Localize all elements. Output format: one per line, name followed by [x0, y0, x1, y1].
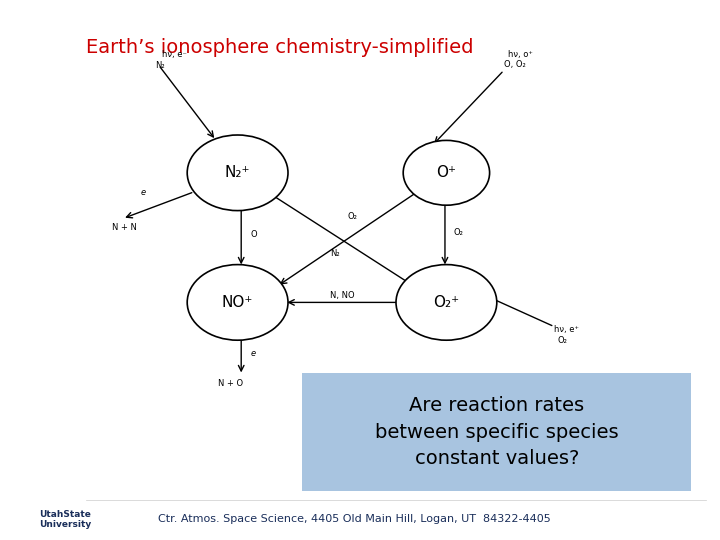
Text: N₂⁺: N₂⁺: [225, 165, 251, 180]
Text: e: e: [140, 188, 145, 198]
Text: NO⁺: NO⁺: [222, 295, 253, 310]
Text: hν, e⁻: hν, e⁻: [162, 50, 187, 59]
Text: UtahState
University: UtahState University: [40, 510, 92, 529]
Text: O₂: O₂: [348, 212, 358, 221]
Text: e: e: [251, 349, 256, 359]
Text: Earth’s ionosphere chemistry-simplified: Earth’s ionosphere chemistry-simplified: [86, 38, 474, 57]
Circle shape: [187, 265, 288, 340]
Text: N + O: N + O: [218, 379, 243, 388]
Text: hν, o⁺: hν, o⁺: [508, 50, 533, 59]
Text: N, NO: N, NO: [330, 291, 354, 300]
Text: O: O: [251, 230, 257, 239]
FancyBboxPatch shape: [302, 373, 691, 491]
Text: O⁺: O⁺: [436, 165, 456, 180]
Text: N₂: N₂: [155, 60, 164, 70]
Text: O₂: O₂: [454, 228, 464, 237]
Circle shape: [403, 140, 490, 205]
Circle shape: [396, 265, 497, 340]
Text: O, O₂: O, O₂: [504, 60, 526, 70]
Text: N + N: N + N: [112, 222, 137, 232]
Circle shape: [187, 135, 288, 211]
Text: Are reaction rates
between specific species
constant values?: Are reaction rates between specific spec…: [375, 396, 618, 468]
Text: O₂: O₂: [558, 336, 568, 345]
Text: Ctr. Atmos. Space Science, 4405 Old Main Hill, Logan, UT  84322-4405: Ctr. Atmos. Space Science, 4405 Old Main…: [158, 515, 551, 524]
Text: N₂: N₂: [330, 249, 340, 259]
Text: O₂⁺: O₂⁺: [433, 295, 459, 310]
Text: hν, e⁺: hν, e⁺: [554, 325, 580, 334]
